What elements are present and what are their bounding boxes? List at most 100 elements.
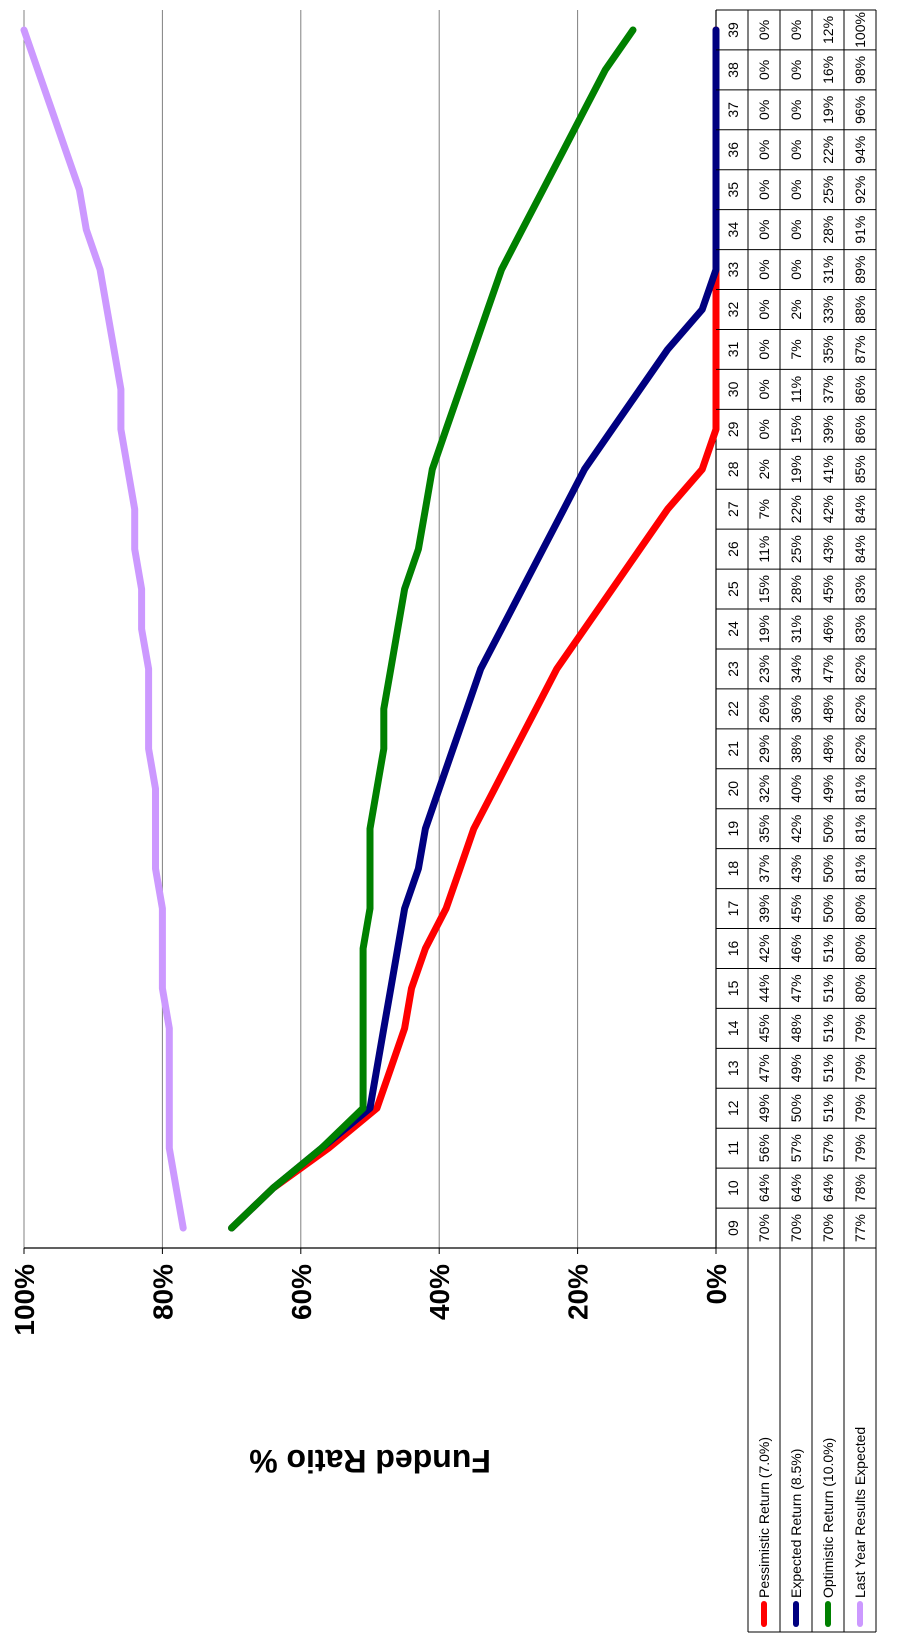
category-label: 18 — [725, 861, 741, 877]
data-label: 64% — [820, 1174, 836, 1202]
category-label: 14 — [725, 1020, 741, 1036]
data-label: 29% — [756, 735, 772, 763]
data-label: 100% — [852, 12, 868, 48]
series-line — [228, 26, 720, 1232]
y-tick-label: 80% — [147, 1264, 178, 1320]
data-label: 47% — [820, 655, 836, 683]
category-label: 32 — [725, 302, 741, 318]
data-label: 49% — [756, 1094, 772, 1122]
data-label: 51% — [820, 974, 836, 1002]
y-tick-label: 20% — [563, 1264, 594, 1320]
data-label: 79% — [852, 1134, 868, 1162]
category-label: 35 — [725, 182, 741, 198]
data-label: 48% — [820, 695, 836, 723]
data-label: 39% — [820, 415, 836, 443]
data-label: 82% — [852, 655, 868, 683]
data-label: 0% — [756, 379, 772, 399]
data-label: 48% — [820, 735, 836, 763]
category-label: 33 — [725, 262, 741, 278]
data-label: 94% — [852, 136, 868, 164]
category-label: 34 — [725, 222, 741, 238]
category-label: 37 — [725, 102, 741, 118]
data-label: 0% — [756, 299, 772, 319]
data-label: 11% — [788, 376, 804, 403]
data-label: 92% — [852, 176, 868, 204]
data-label: 86% — [852, 375, 868, 403]
data-label: 0% — [788, 60, 804, 80]
series-line — [228, 26, 637, 1232]
data-label: 46% — [820, 615, 836, 643]
category-label: 24 — [725, 621, 741, 637]
data-table: 09 10 11 12 13 14 15 16 17 18 19 20 21 22 23 24 25 26 27 28… — [716, 9, 877, 1633]
data-label: 2% — [756, 459, 772, 479]
data-label: 51% — [820, 934, 836, 962]
data-label: 42% — [820, 495, 836, 523]
data-label: 22% — [820, 136, 836, 164]
data-label: 81% — [852, 855, 868, 883]
y-tick-label: 40% — [424, 1264, 455, 1320]
data-label: 84% — [852, 535, 868, 563]
data-label: 36% — [788, 695, 804, 723]
data-label: 77% — [852, 1214, 868, 1242]
data-label: 82% — [852, 735, 868, 763]
data-label: 11% — [756, 536, 772, 563]
data-label: 0% — [788, 140, 804, 160]
data-label: 43% — [788, 855, 804, 883]
data-label: 23% — [756, 655, 772, 683]
series-line — [228, 26, 720, 1232]
category-label: 39 — [725, 22, 741, 38]
data-label: 87% — [852, 335, 868, 363]
data-label: 0% — [756, 220, 772, 240]
category-label: 12 — [725, 1100, 741, 1116]
data-label: 49% — [820, 775, 836, 803]
data-label: 0% — [756, 180, 772, 200]
category-label: 21 — [725, 741, 741, 757]
category-label: 13 — [725, 1060, 741, 1076]
data-label: 51% — [820, 1014, 836, 1042]
category-label: 28 — [725, 461, 741, 477]
data-label: 38% — [788, 735, 804, 763]
data-label: 48% — [788, 1014, 804, 1042]
data-label: 43% — [820, 535, 836, 563]
data-label: 64% — [756, 1174, 772, 1202]
data-label: 86% — [852, 415, 868, 443]
data-label: 47% — [756, 1054, 772, 1082]
data-label: 12% — [820, 16, 836, 44]
data-label: 81% — [852, 815, 868, 843]
category-label: 09 — [725, 1220, 741, 1236]
category-label: 36 — [725, 142, 741, 158]
data-label: 0% — [756, 259, 772, 279]
data-label: 35% — [756, 815, 772, 843]
data-label: 16% — [820, 56, 836, 84]
data-label: 47% — [788, 974, 804, 1002]
data-label: 91% — [852, 216, 868, 244]
data-label: 83% — [852, 615, 868, 643]
category-label: 20 — [725, 781, 741, 797]
data-label: 0% — [756, 140, 772, 160]
axes: 0% 20% 40% 60% 80% 100% — [9, 10, 732, 1336]
data-label: 22% — [788, 495, 804, 523]
data-label: 0% — [788, 20, 804, 40]
data-label: 45% — [820, 575, 836, 603]
data-label: 88% — [852, 296, 868, 324]
y-axis-label: Funded Ratio % — [249, 1443, 491, 1479]
data-label: 57% — [788, 1134, 804, 1162]
data-label: 79% — [852, 1054, 868, 1082]
series-line — [20, 26, 187, 1232]
data-label: 89% — [852, 256, 868, 284]
rotated-chart-group: 0% 20% 40% 60% 80% 100% 09 10 11 12 13 14 15 16 17 18 1… — [9, 9, 877, 1633]
data-label: 15% — [756, 575, 772, 603]
category-label: 31 — [725, 341, 741, 357]
data-label: 31% — [820, 256, 836, 284]
data-label: 0% — [756, 339, 772, 359]
data-label: 7% — [788, 339, 804, 359]
data-label: 81% — [852, 775, 868, 803]
data-label: 28% — [788, 575, 804, 603]
category-label: 38 — [725, 62, 741, 78]
data-label: 80% — [852, 934, 868, 962]
data-label: 31% — [788, 615, 804, 643]
category-label: 27 — [725, 501, 741, 517]
data-label: 25% — [788, 535, 804, 563]
